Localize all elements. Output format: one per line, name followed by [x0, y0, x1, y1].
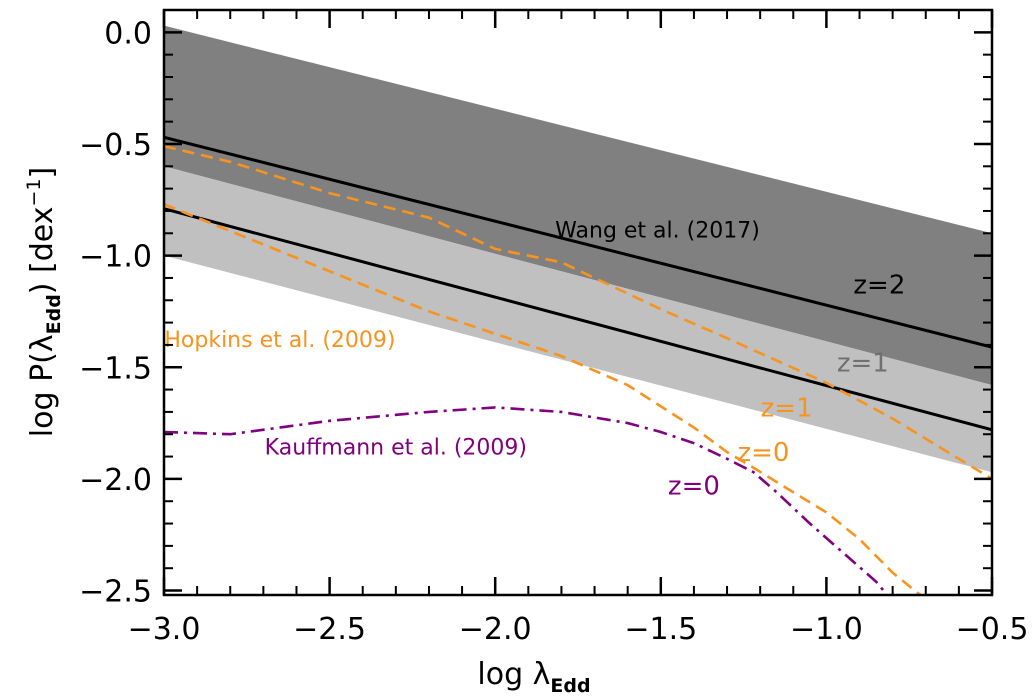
y-tick-label: −2.5 [79, 575, 152, 610]
y-tick-label: 0.0 [104, 16, 152, 51]
y-axis-label-main: log P(λ [25, 334, 60, 437]
y-axis-label: log P(λEdd) [dex−1] [23, 167, 65, 437]
x-tick-label: −0.5 [956, 612, 1029, 647]
annotation-4: z=1 [761, 393, 813, 423]
annotation-1: z=2 [853, 271, 905, 301]
annotation-7: z=0 [668, 472, 720, 502]
annotation-3: Hopkins et al. (2009) [164, 328, 395, 353]
y-tick-label: −2.0 [79, 463, 152, 498]
x-tick-label: −3.0 [128, 612, 201, 647]
y-tick-label: −1.0 [79, 240, 152, 275]
shaded-bands [164, 25, 992, 473]
annotations: Wang et al. (2017) z=2 z=1 Hopkins et al. (… [164, 219, 905, 502]
series-line-1 [164, 207, 992, 432]
x-axis-label: log λEdd [477, 657, 590, 697]
y-tick-label: −0.5 [79, 128, 152, 163]
y-axis-label-close: ) [dex [25, 207, 60, 295]
y-axis-label-end: ] [25, 167, 60, 179]
x-axis-label-main: log λ [477, 657, 550, 692]
series-line-3 [164, 203, 923, 595]
annotation-0: Wang et al. (2017) [555, 219, 760, 244]
series-line-0 [164, 135, 992, 349]
annotation-5: z=0 [737, 438, 789, 468]
annotation-2: z=1 [837, 349, 889, 379]
series-line-4 [164, 406, 889, 595]
y-axis: 0.0 −0.5 −1.0 −1.5 −2.0 −2.5 [79, 9, 992, 610]
annotation-6: Kauffmann et al. (2009) [265, 435, 527, 460]
x-tick-label: −2.5 [293, 612, 366, 647]
y-axis-label-subscript: Edd [43, 294, 65, 334]
y-axis-label-superscript: −1 [23, 179, 45, 207]
plot-frame [162, 8, 994, 597]
x-tick-label: −1.5 [624, 612, 697, 647]
x-tick-label: −2.0 [459, 612, 532, 647]
x-axis: −3.0 −2.5 −2.0 −1.5 −1.0 −0.5 [128, 10, 1029, 647]
series-lines [164, 135, 992, 595]
series-line-2 [164, 144, 992, 481]
y-tick-label: −1.5 [79, 351, 152, 386]
x-tick-label: −1.0 [790, 612, 863, 647]
x-axis-label-subscript: Edd [550, 675, 590, 697]
